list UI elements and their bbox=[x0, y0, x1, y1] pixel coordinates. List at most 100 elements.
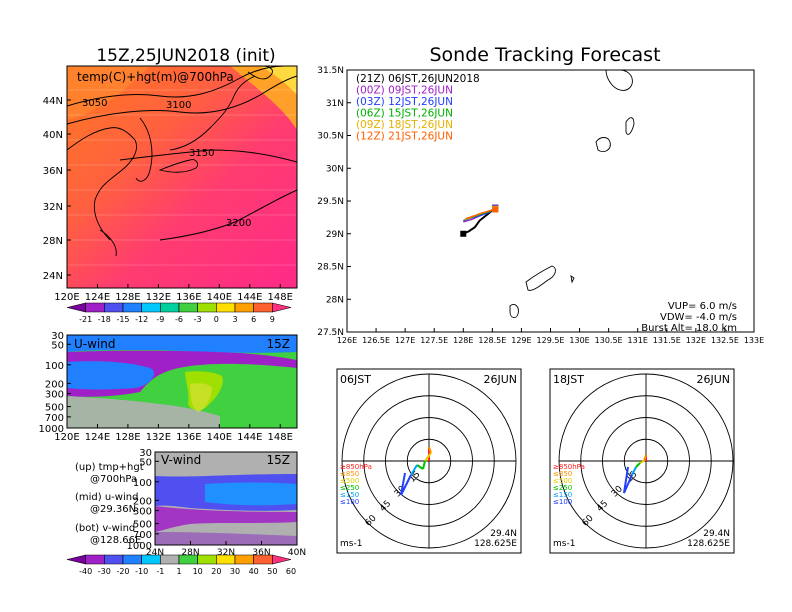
track-lon-label: 126.5E bbox=[362, 336, 390, 345]
track-lon-label: 131.5E bbox=[653, 336, 681, 345]
vwind-label: V-wind bbox=[161, 453, 201, 467]
map-lat-label: 36N bbox=[43, 166, 63, 177]
island-tokunoshima bbox=[509, 303, 519, 319]
island-north bbox=[605, 69, 633, 91]
hodograph-trace bbox=[428, 446, 432, 454]
contour-label-3100: 3100 bbox=[166, 100, 191, 111]
uwind-lon-label: 124E bbox=[85, 432, 110, 443]
wind-colorbar-label: -30 bbox=[98, 567, 111, 576]
temp-colorbar-label: 9 bbox=[270, 315, 275, 324]
orange-band bbox=[67, 66, 150, 120]
track-legend-entry: (06Z) 15JST,26JUN bbox=[356, 108, 453, 120]
wind-colorbar-label: 40 bbox=[249, 567, 259, 576]
track-legend-entry: (03Z) 12JST,26JUN bbox=[356, 96, 453, 108]
wind-colorbar-swatch bbox=[122, 554, 142, 565]
temp-colorbar-label: -3 bbox=[194, 315, 202, 324]
track-lon-axis: 126E 126.5E 127E 127.5E 128E 128.5E 129E 129.5E… bbox=[337, 328, 764, 345]
wind-colorbar-label: -1 bbox=[156, 567, 164, 576]
map-lon-label: 144E bbox=[237, 292, 262, 303]
wind-colorbar-swatch bbox=[216, 554, 236, 565]
temp-colorbar-label: -12 bbox=[135, 315, 148, 324]
track-lon-label: 130E bbox=[569, 336, 589, 345]
wind-colorbar-label: 30 bbox=[230, 567, 240, 576]
hodograph-level-label: ≥850hPa bbox=[340, 463, 372, 471]
map-lon-label: 128E bbox=[115, 292, 140, 303]
track-end-marker bbox=[492, 206, 499, 213]
uwind-lon-label: 136E bbox=[176, 432, 201, 443]
wind-colorbar-swatch bbox=[178, 554, 198, 565]
map-lon-label: 124E bbox=[85, 292, 110, 303]
track-lon-label: 129.5E bbox=[537, 336, 565, 345]
wind-colorbar-label: 1 bbox=[176, 567, 181, 576]
map-lon-label: 136E bbox=[176, 292, 201, 303]
note-bot: (bot) v-wind bbox=[75, 523, 135, 534]
uwind-pressure-label: 700 bbox=[45, 413, 64, 424]
contour-3100 bbox=[66, 75, 298, 125]
temp-colorbar-label: -9 bbox=[156, 315, 164, 324]
wind-colorbar-swatch bbox=[66, 554, 86, 565]
hokkaido-coast bbox=[247, 65, 273, 80]
temp-colorbar-swatch bbox=[178, 302, 198, 313]
uwind-label: U-wind bbox=[74, 337, 115, 351]
vwind-lat-axis: 24N 28N 32N 36N 40N bbox=[146, 541, 306, 558]
hodograph-trace bbox=[631, 466, 637, 476]
hodograph-level-label: ≤250 bbox=[553, 484, 572, 492]
taiwan-coast bbox=[99, 229, 117, 257]
hodograph-time: 18JST bbox=[553, 373, 584, 386]
track-lon-label: 132E bbox=[686, 336, 706, 345]
vup-info: VUP= 6.0 m/s bbox=[668, 301, 737, 312]
map-lon-label: 140E bbox=[207, 292, 232, 303]
vwind-pressure-label: 300 bbox=[133, 507, 152, 518]
map-frame bbox=[66, 65, 298, 289]
temp-colorbar-swatch bbox=[104, 302, 124, 313]
temp-colorbar-label: -6 bbox=[175, 315, 183, 324]
temp-colorbar-label: 3 bbox=[232, 315, 237, 324]
uwind-upper-blue bbox=[67, 335, 297, 353]
hodograph-level-label: ≥850hPa bbox=[553, 463, 585, 471]
uwind-pressure-label: 50 bbox=[51, 340, 64, 351]
hodograph-time: 06JST bbox=[340, 373, 371, 386]
track-lat-label: 27.5N bbox=[317, 328, 344, 338]
vwind-pressure-label: 100 bbox=[133, 478, 152, 489]
asia-coast bbox=[66, 127, 137, 241]
track-lon-label: 133E bbox=[744, 336, 764, 345]
uwind-pressure-label: 200 bbox=[45, 379, 64, 390]
wind-colorbar-label: 50 bbox=[267, 567, 277, 576]
map-lon-label: 132E bbox=[146, 292, 171, 303]
track-legend: (21Z) 06JST,26JUN2018(00Z) 09JST,26JUN(0… bbox=[356, 73, 480, 143]
wind-colorbar-swatch bbox=[272, 554, 292, 565]
hodograph-date: 26JUN bbox=[696, 373, 730, 386]
hodograph-lon: 128.625E bbox=[474, 539, 517, 549]
track-lon-label: 132.5E bbox=[711, 336, 739, 345]
track-start-marker bbox=[460, 230, 467, 237]
vwind-lat-label: 36N bbox=[252, 548, 270, 558]
temp-colorbar-swatch bbox=[197, 302, 217, 313]
hodograph-unit: ms-1 bbox=[553, 539, 575, 549]
uwind-pressure-label: 300 bbox=[45, 390, 64, 401]
temp-colorbar-label: -18 bbox=[98, 315, 111, 324]
hodograph-18jst: 1530456018JST26JUN29.4N128.625Ems-1≥850h… bbox=[549, 368, 735, 554]
temperature-colorbar: -21 -18 -15 -12 -9 -6 -3 0 3 6 9 bbox=[66, 302, 292, 324]
temp-colorbar-swatch bbox=[122, 302, 142, 313]
contour-3150 bbox=[119, 149, 298, 163]
temp-colorbar-swatch bbox=[253, 302, 273, 313]
hodograph-trace bbox=[635, 462, 641, 468]
note-up: (up) tmp+hgt bbox=[75, 462, 144, 473]
temp-colorbar-label: 6 bbox=[251, 315, 256, 324]
map-lon-label: 148E bbox=[268, 292, 293, 303]
wind-colorbar-label: 60 bbox=[286, 567, 296, 576]
map-lon-axis: 120E 124E 128E 132E 136E 140E 144E 148E bbox=[54, 284, 293, 303]
hodograph-date: 26JUN bbox=[483, 373, 517, 386]
vwind-purple bbox=[155, 506, 297, 532]
contour-label-3200: 3200 bbox=[226, 218, 251, 229]
track-lon-label: 131E bbox=[628, 336, 648, 345]
wind-colorbar: -40 -30 -20 -10 -1 1 10 20 30 40 50 60 bbox=[66, 554, 296, 576]
map-panel-label: temp(C)+hgt(m)@700hPa bbox=[77, 70, 234, 84]
vwind-pressure-label: 200 bbox=[133, 496, 152, 507]
track-lon-label: 126E bbox=[337, 336, 357, 345]
note-up-level: @700hPa bbox=[90, 474, 137, 485]
wind-colorbar-label: -10 bbox=[135, 567, 148, 576]
